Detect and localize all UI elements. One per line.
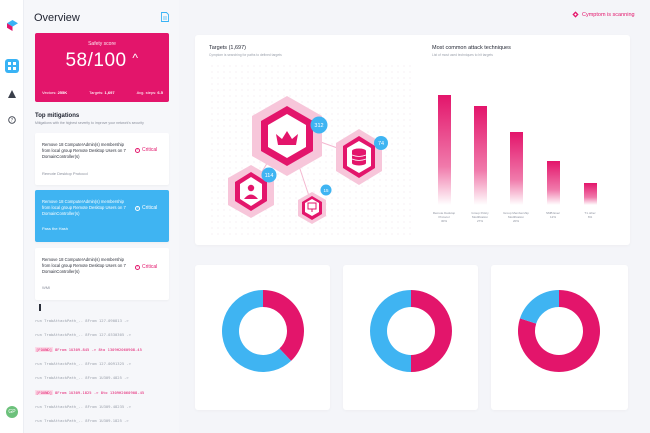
targets-subtitle: Cymptom is searching for paths to define…: [209, 53, 282, 57]
donut-segment-blue[interactable]: [520, 290, 559, 324]
donut-panel-1: [195, 265, 330, 410]
help-circle-icon: ?: [8, 116, 16, 124]
bar-label: SMB Exec 12%: [545, 211, 560, 219]
mitigation-card[interactable]: Remove 18 ComputerAdmin(s) membership fr…: [35, 248, 169, 300]
mitigation-text: Remove 18 ComputerAdmin(s) membership fr…: [42, 142, 126, 160]
user-avatar[interactable]: GP: [6, 406, 18, 418]
nav-alerts[interactable]: [5, 87, 19, 101]
donut-segment-pink[interactable]: [518, 290, 600, 372]
bar[interactable]: [584, 183, 597, 205]
bar-label: Group Policy Modification 27%: [471, 211, 489, 223]
log-cursor: [39, 304, 41, 311]
target-count-monitor: 15: [323, 188, 329, 193]
target-node-monitor[interactable]: 15: [298, 184, 332, 225]
bar[interactable]: [474, 106, 487, 205]
mitigation-technique: WMI: [42, 285, 51, 290]
donut-panel-2: [343, 265, 478, 410]
grid-icon: [8, 62, 16, 70]
mitigation-text: Remove 18 ComputerAdmin(s) membership fr…: [42, 199, 126, 217]
log-row: run TrabAttackPath_.. 8From 127-0330305 …: [35, 332, 132, 338]
bar[interactable]: [510, 131, 523, 205]
found-tag: [FOUND]: [35, 389, 54, 395]
chevron-up-icon: ^: [132, 51, 139, 65]
attacks-subtitle: List of most used techniques to hit targ…: [432, 53, 493, 57]
attacks-bar-chart: Remote Desktop Protocol 30% Group Policy M…: [432, 65, 622, 240]
log-row: run TrabAttackPath_.. 8From 1U309-1825 -…: [35, 418, 129, 424]
safety-score-label: Safety score: [88, 41, 116, 47]
mitigation-technique: Pass the Hash: [42, 226, 69, 231]
nav-dashboard[interactable]: [5, 59, 19, 73]
found-tag: [FOUND]: [35, 346, 54, 352]
mitigation-technique: Remote Desktop Protocol: [42, 171, 88, 176]
cymptom-logo-icon[interactable]: [7, 20, 18, 31]
alert-circle-icon: !: [135, 147, 140, 153]
donut-chart: [370, 290, 452, 372]
bar-label: Remote Desktop Protocol 30%: [432, 211, 456, 223]
log-row: run TrabAttackPath_.. 8From 1U309-4825 -…: [35, 375, 129, 381]
bar-label: Group Membership Modification 20%: [503, 211, 529, 223]
alert-circle-icon: !: [135, 205, 140, 211]
mitigation-card-selected[interactable]: Remove 18 ComputerAdmin(s) membership fr…: [35, 190, 169, 242]
scan-status-text: Cymptom is scanning: [582, 11, 635, 18]
targets-hex-graph: 312 74 114: [211, 65, 411, 235]
severity-badge: ! Critical: [135, 147, 157, 153]
database-icon: [351, 148, 367, 166]
vectors-stat: Vectors: 255K: [42, 90, 68, 95]
donut-chart: [222, 290, 304, 372]
severity-badge: ! Critical: [135, 264, 157, 270]
mitigations-subtitle: Mitigations with the highest severity to…: [35, 121, 144, 125]
svg-text:?: ?: [11, 118, 14, 124]
scanning-icon: [572, 11, 579, 18]
left-panel: Overview Safety score 58/100 ^ Vectors: …: [24, 0, 179, 433]
scan-status: Cymptom is scanning: [572, 11, 635, 18]
mitigation-card[interactable]: Remove 18 ComputerAdmin(s) membership fr…: [35, 133, 169, 185]
target-node-user[interactable]: 114: [228, 165, 277, 218]
safety-stats: Vectors: 255K Targets: 1,697 Avg. steps:…: [42, 90, 163, 95]
warning-triangle-icon: [8, 90, 16, 98]
bar-label: T1 other 6%: [584, 211, 596, 219]
log-row: run TrabAttackPath_.. 8From 127-090813 -…: [35, 318, 129, 323]
target-count-database: 74: [378, 141, 384, 147]
nav-help[interactable]: ?: [5, 113, 19, 127]
donut-panel-3: [491, 265, 628, 410]
bar[interactable]: [547, 161, 560, 205]
alert-circle-icon: !: [135, 264, 140, 270]
donut-segment-pink[interactable]: [263, 290, 304, 361]
avg-steps-stat: Avg. steps: 6.5: [136, 90, 163, 95]
safety-score-number: 58/100: [65, 50, 127, 71]
donut-segment-pink[interactable]: [411, 290, 452, 372]
log-row: run TrabAttackPath_.. 8From 127-0091325 …: [35, 360, 132, 366]
log-row: run TrabAttackPath_.. 8From 1U309-48235 …: [35, 403, 132, 409]
log-row: [FOUND] 8From 1U309-845 -> 8to 1309H20609…: [35, 346, 142, 352]
donut-chart: [518, 290, 600, 372]
target-node-crown[interactable]: 312: [252, 96, 328, 176]
target-count-user: 114: [265, 173, 274, 179]
donut-segment-blue[interactable]: [370, 290, 411, 372]
monitor-icon: [307, 202, 317, 212]
user-icon: [244, 184, 258, 199]
attacks-title: Most common attack techniques: [432, 45, 511, 51]
safety-score-card: Safety score 58/100 ^ Vectors: 255K Targ…: [35, 33, 169, 102]
targets-stat: Targets: 1,697: [89, 90, 115, 95]
report-icon[interactable]: [161, 12, 169, 22]
targets-panel: Targets (1,697) Cymptom is searching for…: [195, 35, 630, 245]
target-count-crown: 312: [314, 123, 323, 129]
bar[interactable]: [438, 95, 451, 205]
nav-rail: ? GP: [0, 0, 24, 433]
log-row: [FOUND] 8From 1U309-1825 -> 8to 1309H2060…: [35, 389, 145, 395]
mitigation-text: Remove 18 ComputerAdmin(s) membership fr…: [42, 257, 126, 275]
page-title: Overview: [34, 12, 80, 24]
severity-badge: ! Critical: [135, 205, 157, 211]
crown-icon: [276, 131, 298, 145]
mitigations-title: Top mitigations: [35, 113, 80, 119]
targets-title: Targets (1,697): [209, 45, 246, 51]
target-node-database[interactable]: 74: [336, 129, 388, 185]
safety-score-value: 58/100 ^: [35, 50, 169, 72]
donut-segment-blue[interactable]: [222, 290, 292, 372]
